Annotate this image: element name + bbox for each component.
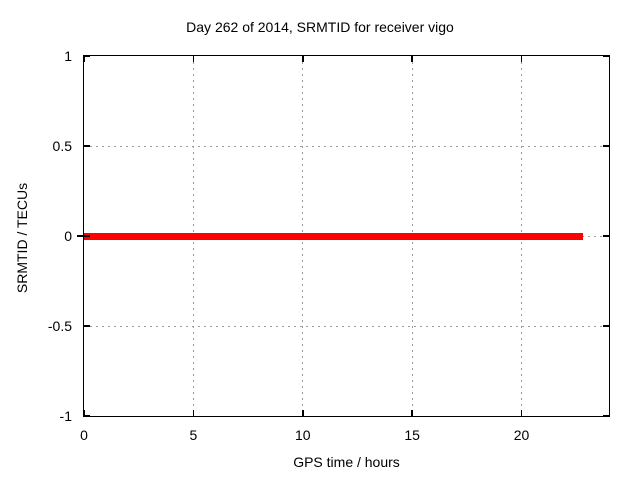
x-axis-label: GPS time / hours: [293, 454, 400, 470]
x-tick-label: 10: [294, 427, 311, 443]
x-tick-mark-bottom: [520, 410, 523, 416]
x-tick-mark-top: [302, 56, 304, 62]
x-tick-mark-top: [83, 56, 85, 62]
y-tick-mark-right: [603, 55, 609, 57]
y-tick-mark-left: [84, 325, 90, 327]
plot-border: [83, 55, 610, 417]
y-tick-mark-right: [603, 325, 609, 327]
chart-title: Day 262 of 2014, SRMTID for receiver vig…: [186, 19, 454, 35]
srmtid-series-line: [84, 232, 583, 240]
x-tick-label: 20: [513, 427, 530, 443]
y-tick-label: 1: [64, 48, 72, 64]
x-tick-label: 0: [80, 427, 88, 443]
y-tick-mark-right: [603, 235, 609, 237]
x-tick-label: 5: [189, 427, 198, 443]
x-tick-mark-bottom: [192, 410, 195, 416]
y-tick-mark-left: [84, 55, 90, 57]
gridline-horizontal: [84, 325, 609, 327]
x-tick-mark-bottom: [411, 410, 413, 416]
y-tick-label: 0.5: [52, 138, 72, 154]
x-tick-mark-top: [411, 56, 413, 62]
y-zero-outer-tick-mark: [77, 235, 84, 237]
x-tick-mark-bottom: [302, 410, 304, 416]
y-tick-label: -1: [59, 408, 72, 424]
y-tick-mark-right: [603, 145, 609, 147]
y-tick-label: -0.5: [47, 318, 72, 334]
x-tick-mark-top: [192, 56, 195, 62]
y-tick-label: 0: [64, 228, 72, 244]
gridline-horizontal: [84, 145, 609, 147]
x-tick-mark-top: [520, 56, 523, 62]
x-tick-mark-bottom: [83, 410, 85, 416]
y-tick-mark-left: [84, 145, 90, 147]
y-tick-mark-left: [84, 235, 90, 237]
x-tick-label: 15: [404, 427, 420, 443]
